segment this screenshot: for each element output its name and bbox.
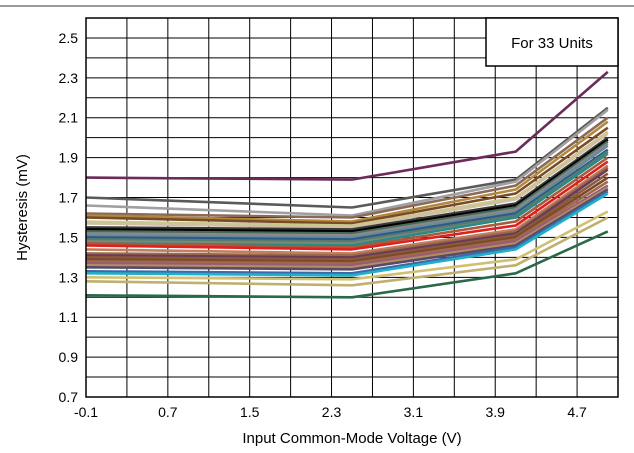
series-line xyxy=(85,106,609,209)
x-axis-label: Input Common-Mode Voltage (V) xyxy=(242,430,461,447)
series-line xyxy=(85,108,609,217)
x-tick-label: 0.7 xyxy=(158,404,178,420)
series-line xyxy=(85,210,609,281)
series-line xyxy=(85,180,609,265)
x-tick-labels: -0.1 0.7 1.5 2.3 3.1 3.9 4.7 xyxy=(74,404,587,420)
series-line xyxy=(85,138,609,233)
x-tick-label: 1.5 xyxy=(240,404,260,420)
x-tick-label: 4.7 xyxy=(567,404,587,420)
y-tick-label: 0.9 xyxy=(59,349,79,365)
series-line xyxy=(85,186,609,269)
series-line xyxy=(85,190,609,275)
series-line xyxy=(85,184,609,267)
series-layer xyxy=(85,70,609,299)
series-line xyxy=(85,172,609,261)
y-tick-label: 1.7 xyxy=(59,190,79,206)
series-line xyxy=(85,140,609,235)
series-line xyxy=(85,166,609,257)
y-tick-label: 0.7 xyxy=(59,389,79,405)
x-tick-label: -0.1 xyxy=(74,404,98,420)
series-line xyxy=(85,70,609,181)
x-tick-label: 3.9 xyxy=(485,404,505,420)
series-line xyxy=(85,160,609,251)
series-line xyxy=(85,176,609,263)
series-line xyxy=(85,126,609,225)
series-line xyxy=(85,168,609,259)
series-line xyxy=(85,230,609,299)
y-tick-label: 1.9 xyxy=(59,150,79,166)
plot-frame xyxy=(85,17,619,398)
y-tick-label: 2.3 xyxy=(59,70,79,86)
units-annotation-box: For 33 Units xyxy=(485,17,619,67)
series-line xyxy=(85,144,609,239)
series-line xyxy=(85,148,609,241)
series-line xyxy=(85,120,609,223)
units-annotation-frame xyxy=(485,17,619,67)
y-tick-label: 1.1 xyxy=(59,309,79,325)
series-line xyxy=(85,142,609,237)
series-line xyxy=(85,136,609,231)
y-axis-label: Hysteresis (mV) xyxy=(14,154,31,261)
y-tick-label: 1.5 xyxy=(59,229,79,245)
series-line xyxy=(85,150,609,243)
series-line xyxy=(85,164,609,255)
x-tick-label: 2.3 xyxy=(322,404,342,420)
y-tick-label: 1.3 xyxy=(59,269,79,285)
units-annotation: For 33 Units xyxy=(511,35,593,52)
series-line xyxy=(85,192,609,277)
x-tick-label: 3.1 xyxy=(404,404,424,420)
series-line xyxy=(85,216,609,287)
y-tick-label: 2.1 xyxy=(59,110,79,126)
y-tick-labels: 0.7 0.9 1.1 1.3 1.5 1.7 1.9 2.1 2.3 2.5 xyxy=(59,30,79,405)
series-line xyxy=(85,130,609,227)
series-line xyxy=(85,188,609,271)
series-line xyxy=(85,156,609,249)
y-tick-label: 2.5 xyxy=(59,30,79,46)
series-line xyxy=(85,132,609,229)
series-line xyxy=(85,116,609,219)
